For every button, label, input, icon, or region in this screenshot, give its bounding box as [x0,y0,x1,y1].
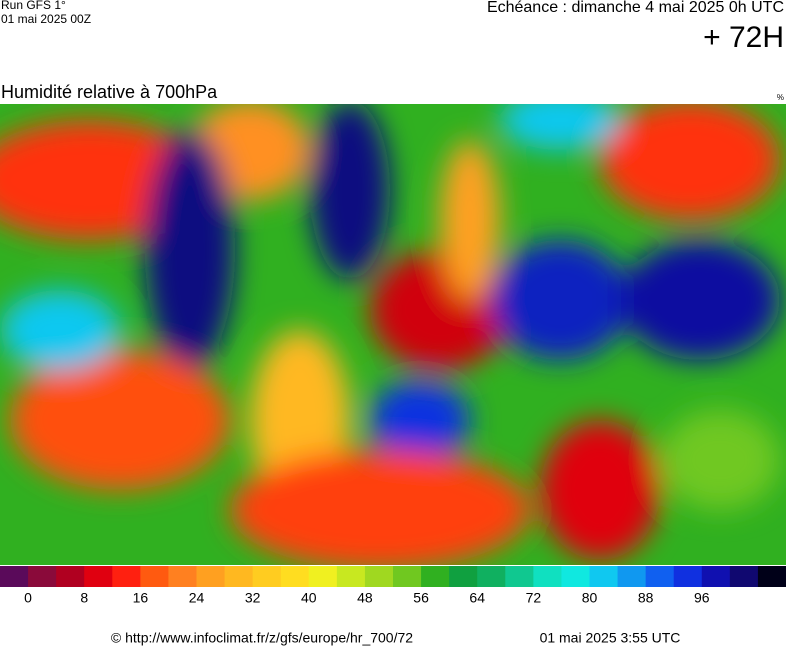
unit-label: % [777,93,784,102]
run-date: 01 mai 2025 00Z [1,12,91,26]
color-swatch [196,566,226,587]
color-swatch [701,566,731,587]
color-swatch [421,566,450,587]
color-swatch [336,566,366,587]
forecast-label: Echéance : dimanche 4 mai 2025 0h UTC [487,0,784,16]
humidity-field [0,104,786,565]
colorbar: 0 8 16 24 32 40 48 56 64 72 80 88 96 [0,566,786,606]
color-swatch [477,566,506,587]
colorbar-label: 72 [526,590,542,606]
color-swatch [28,566,57,587]
colorbar-label: 16 [133,590,149,606]
color-swatch [168,566,197,587]
color-swatch [533,566,562,587]
color-swatch [729,566,759,587]
run-label: Run GFS 1° [1,0,66,12]
colorbar-label: 96 [694,590,710,606]
colorbar-label: 64 [469,590,485,606]
color-swatch [617,566,647,587]
color-swatch [561,566,590,587]
color-swatch [393,566,422,587]
colorbar-label: 32 [245,590,261,606]
colorbar-label: 24 [189,590,205,606]
color-swatch [56,566,85,587]
color-swatch [140,566,169,587]
color-swatch [308,566,338,587]
color-swatch [0,566,29,587]
colorbar-label: 48 [357,590,373,606]
color-swatch [252,566,282,587]
color-swatch [280,566,310,587]
colorbar-label: 40 [301,590,317,606]
colorbar-label: 88 [638,590,654,606]
color-swatch [84,566,113,587]
color-swatch [364,566,394,587]
map-title: Humidité relative à 700hPa [1,82,218,102]
colorbar-label: 80 [582,590,598,606]
generated-time: 01 mai 2025 3:55 UTC [540,630,681,646]
color-swatch [449,566,478,587]
colorbar-label: 0 [24,590,32,606]
color-swatch [757,566,786,587]
color-swatch [112,566,141,587]
lead-time: + 72H [703,21,784,54]
colorbar-label: 8 [80,590,88,606]
color-swatch [505,566,534,587]
colorbar-label: 56 [413,590,429,606]
color-swatch [673,566,703,587]
source-credit: © http://www.infoclimat.fr/z/gfs/europe/… [111,630,413,646]
color-swatch [589,566,619,587]
color-swatch [224,566,254,587]
color-swatch [645,566,675,587]
